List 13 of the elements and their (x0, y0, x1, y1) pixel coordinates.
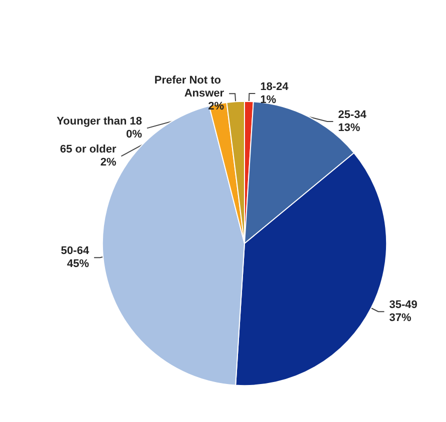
data-label: 45% (67, 258, 90, 270)
slice-label: 65 or older (60, 144, 117, 156)
slice-label: 25-34 (338, 108, 368, 121)
slice-label: 50-64 (60, 245, 90, 258)
slice-label: 18-24 (260, 80, 290, 93)
category-label: Younger than 18 (56, 116, 142, 128)
data-label: 37% (389, 312, 412, 324)
slice-label: Prefer Not to Answer (154, 74, 225, 100)
text: 0% (126, 128, 142, 141)
data-label: 2% (100, 156, 116, 169)
slice-label: 35-49 (389, 299, 418, 312)
data-label: 1% (260, 94, 276, 106)
data-label: 13% (338, 122, 360, 134)
